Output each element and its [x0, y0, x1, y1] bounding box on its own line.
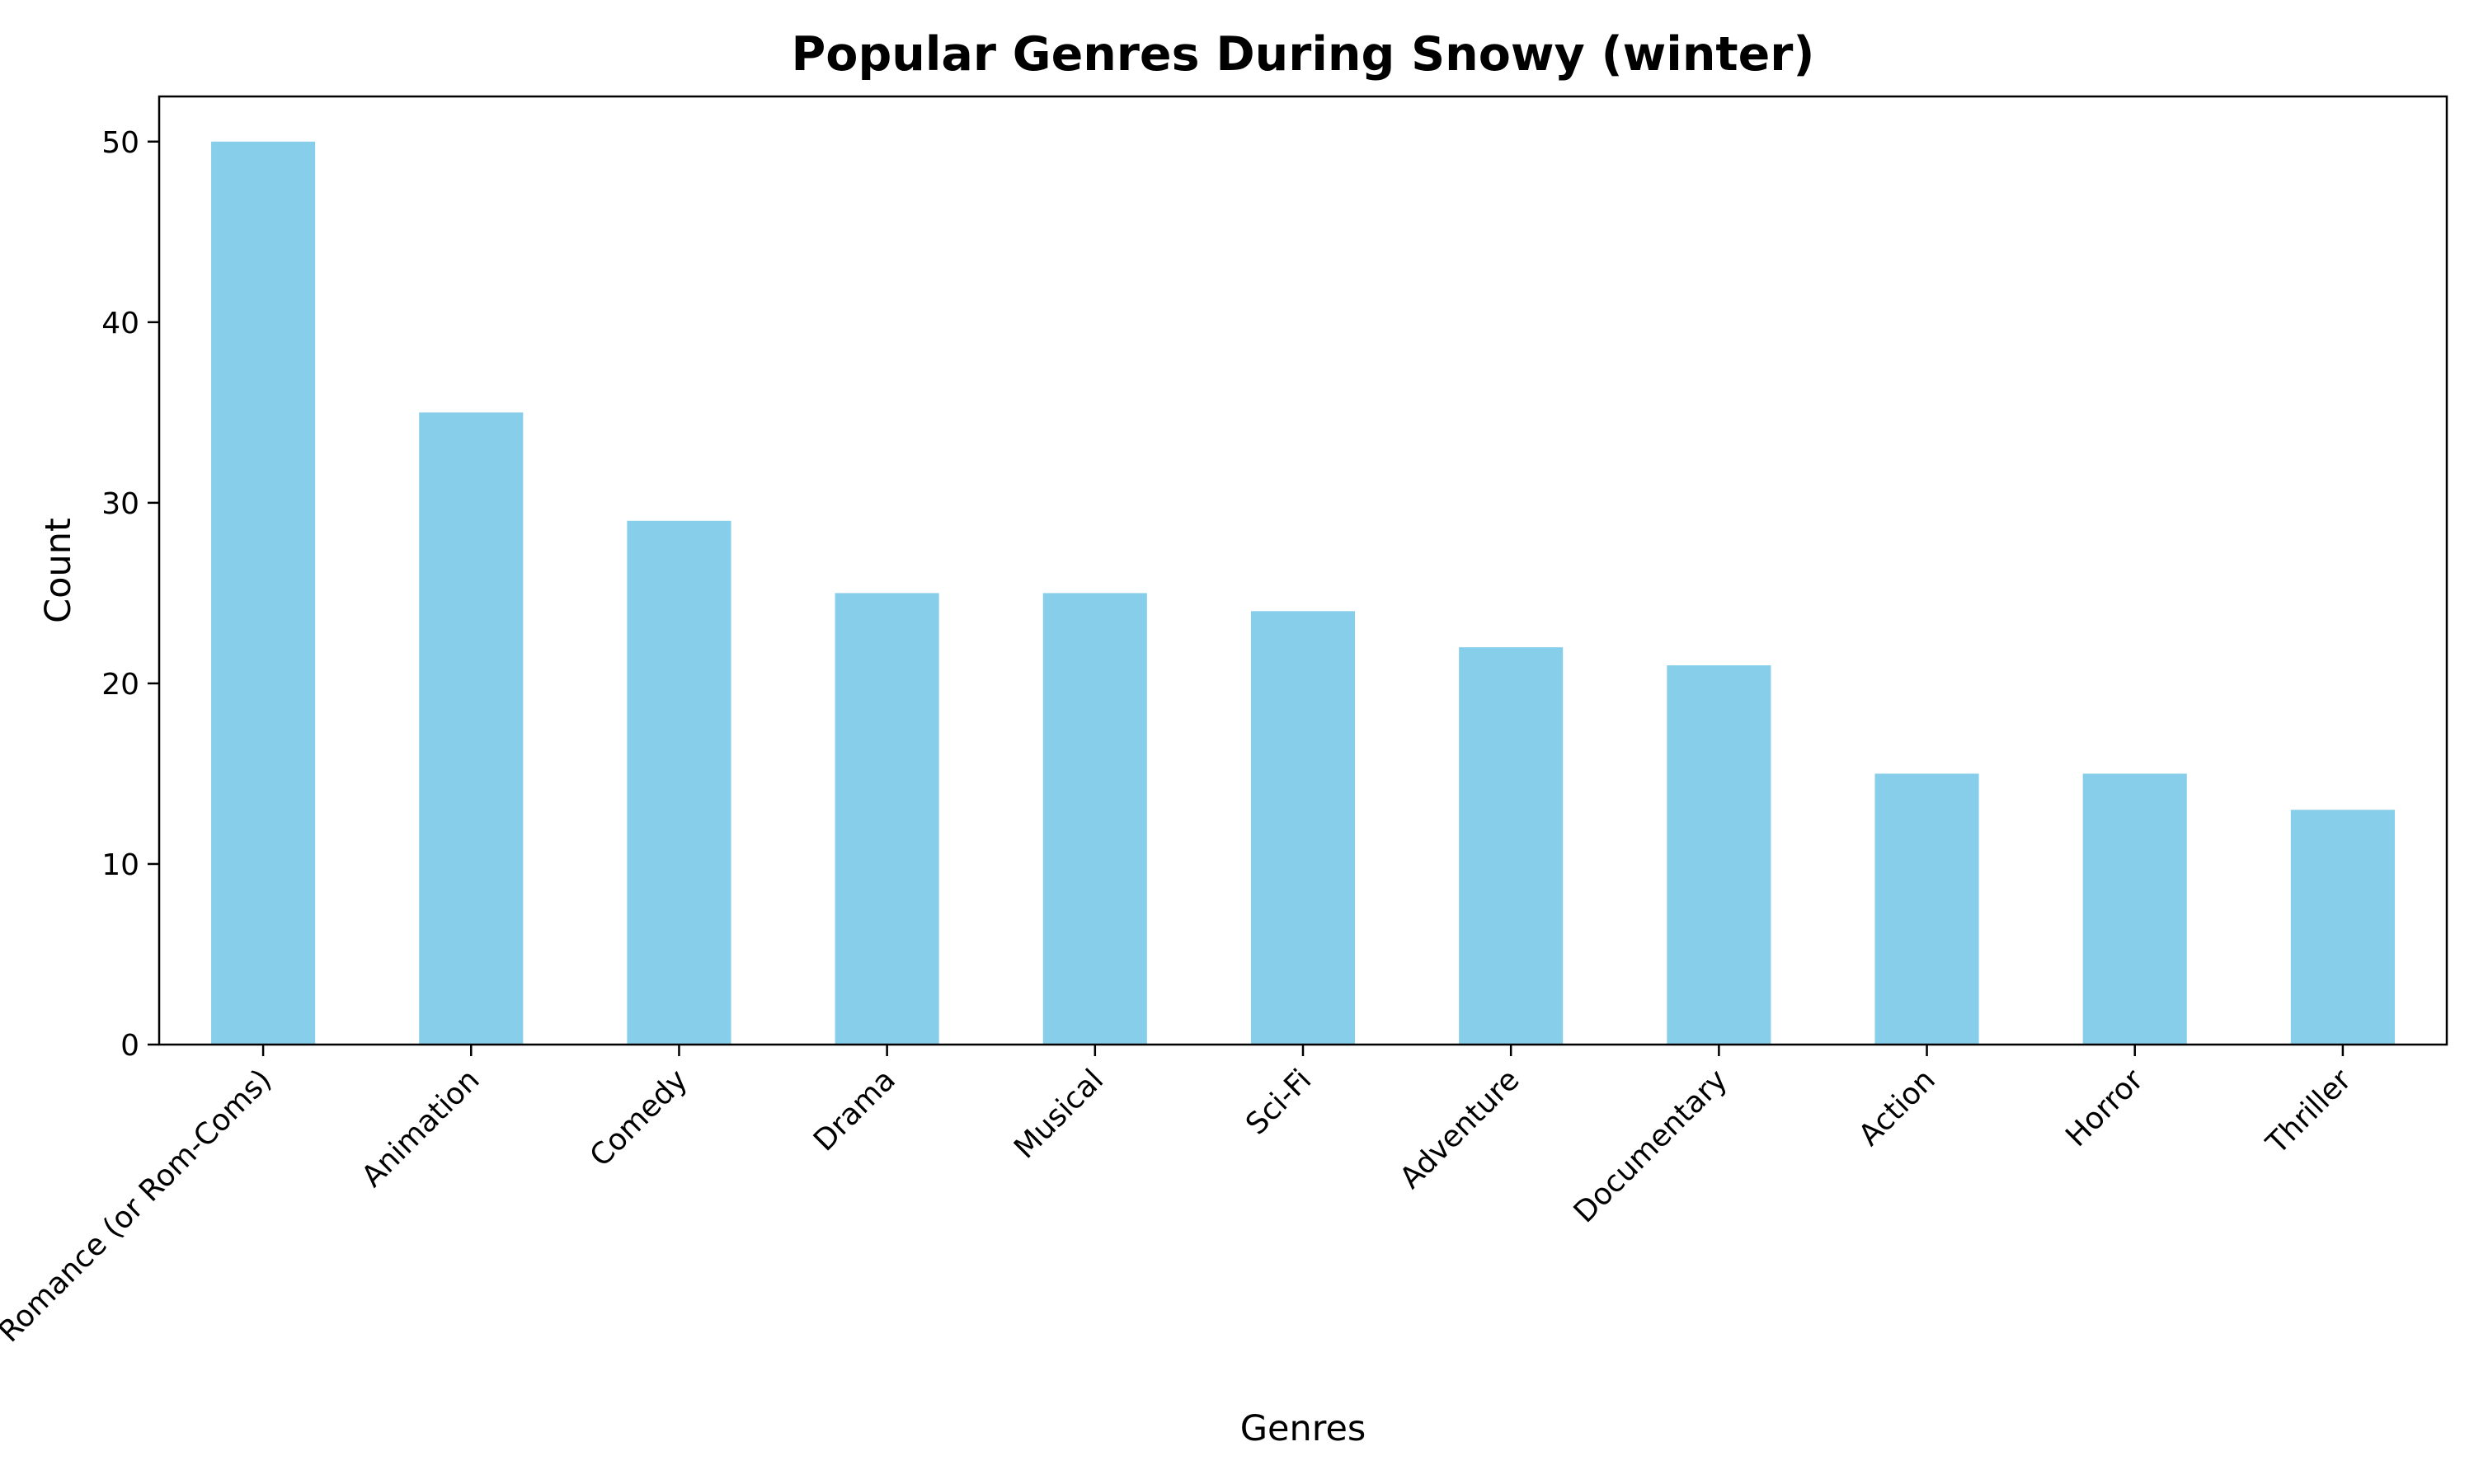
- x-tick-label: Drama: [807, 1063, 902, 1158]
- bar-animation: [419, 412, 524, 1045]
- x-tick-label: Horror: [2059, 1063, 2150, 1153]
- x-tick-label: Animation: [355, 1063, 487, 1194]
- x-tick-label: Documentary: [1568, 1063, 1734, 1229]
- bar-sci-fi: [1250, 611, 1356, 1045]
- y-axis-label: Count: [38, 518, 79, 623]
- y-tick-label: 20: [101, 668, 139, 702]
- x-axis: Romance (or Rom-Coms) Animation Comedy Dram…: [0, 1045, 2358, 1349]
- bar-documentary: [1667, 665, 1771, 1045]
- x-tick-label: Action: [1852, 1063, 1942, 1153]
- bar-action: [1874, 773, 1979, 1045]
- bar-horror: [2082, 773, 2187, 1045]
- plot-frame: [158, 95, 2448, 1046]
- bar-drama: [835, 593, 939, 1045]
- x-tick-label: Comedy: [584, 1063, 694, 1173]
- bar-adventure: [1459, 647, 1564, 1045]
- y-tick-label: 0: [120, 1029, 139, 1063]
- x-tick-label: Thriller: [2260, 1063, 2358, 1161]
- y-tick-label: 50: [101, 126, 139, 160]
- x-tick-label: Adventure: [1394, 1063, 1526, 1195]
- bars-group: [211, 141, 2395, 1045]
- bar-musical: [1042, 593, 1147, 1045]
- bar-romance-or-rom-coms: [211, 141, 316, 1045]
- y-tick-label: 40: [101, 307, 139, 340]
- x-tick-label: Musical: [1008, 1063, 1110, 1165]
- bar-comedy: [627, 520, 731, 1045]
- y-axis: 0 10 20 30 40 50: [101, 126, 159, 1063]
- x-tick-label: Romance (or Rom-Coms): [0, 1063, 278, 1349]
- x-axis-label: Genres: [1240, 1408, 1366, 1449]
- bar-thriller: [2290, 810, 2395, 1045]
- y-tick-label: 30: [101, 487, 139, 521]
- chart-title: Popular Genres During Snowy (winter): [792, 27, 1815, 82]
- x-tick-label: Sci-Fi: [1239, 1063, 1318, 1141]
- y-tick-label: 10: [101, 848, 139, 882]
